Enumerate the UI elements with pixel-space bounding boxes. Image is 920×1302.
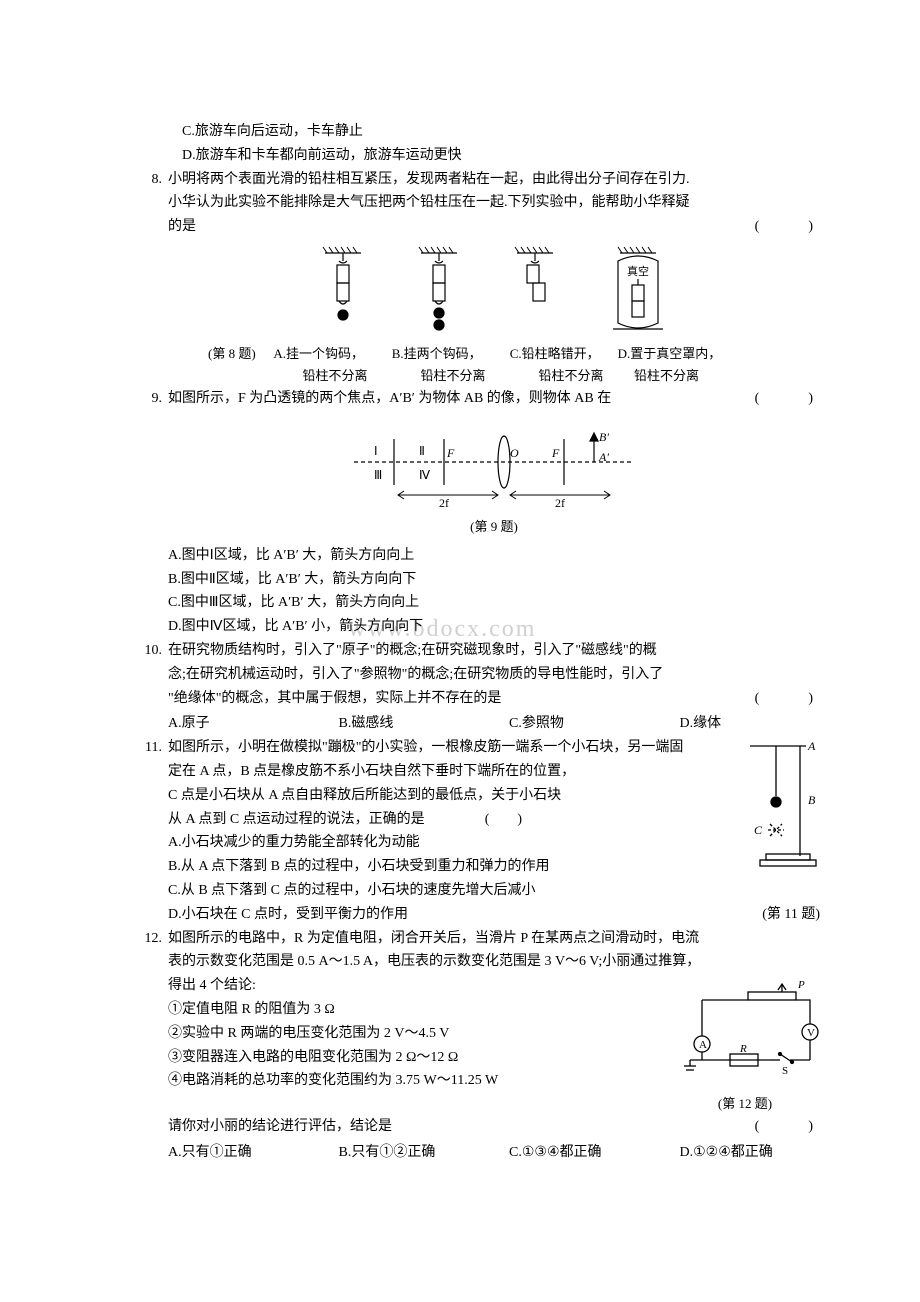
q12-figure: P V A R S (第 12 题)	[670, 974, 820, 1115]
q10-bracket: ( )	[755, 687, 820, 711]
q9-optC: C.图中Ⅲ区域，比 A′B′ 大，箭头方向向上	[168, 591, 820, 615]
q8-optD1: D.置于真空罩内，	[618, 343, 722, 365]
q8-optC1: C.铅柱略错开，	[500, 343, 610, 365]
q12-optD: D.①②④都正确	[680, 1141, 821, 1165]
svg-text:A: A	[699, 1039, 707, 1051]
q11-optD: D.小石块在 C 点时，受到平衡力的作用(第 11 题)	[168, 903, 820, 927]
q9-optA: A.图中Ⅰ区域，比 A′B′ 大，箭头方向向上	[168, 544, 820, 568]
q11-stem3: C 点是小石块从 A 点自由释放后所能达到的最低点，关于小石块	[168, 784, 820, 808]
svg-text:P: P	[797, 979, 805, 991]
q12-bracket: ( )	[755, 1115, 820, 1139]
q7-optC: C.旅游车向后运动，卡车静止	[140, 120, 820, 144]
q11-figlabel: (第 11 题)	[762, 903, 820, 927]
svg-text:F: F	[551, 446, 560, 460]
q10-num: 10.	[140, 639, 168, 663]
q8-optA2: 铅柱不分离	[280, 365, 390, 387]
q9-num: 9.	[140, 387, 168, 411]
q11: 11. A B	[140, 736, 820, 926]
q12: 12. 如图所示的电路中，R 为定值电阻，闭合开关后，当滑片 P 在某两点之间滑…	[140, 927, 820, 1165]
q12-optB: B.只有①②正确	[339, 1141, 480, 1165]
svg-text:真空: 真空	[627, 264, 649, 278]
q12-optC: C.①③④都正确	[509, 1141, 650, 1165]
q10-optD: D.缘体	[680, 712, 821, 736]
q8-caption-row2: 铅柱不分离 铅柱不分离 铅柱不分离 铅柱不分离	[168, 365, 820, 387]
q8-figures: 真空	[168, 245, 820, 337]
q10: 10. 在研究物质结构时，引入了"原子"的概念;在研究磁现象时，引入了"磁感线"…	[140, 639, 820, 736]
q10-stem2: 念;在研究机械运动时，引入了"参照物"的概念;在研究物质的导电性能时，引入了	[168, 663, 820, 687]
q10-optA: A.原子	[168, 712, 309, 736]
svg-text:R: R	[739, 1043, 747, 1055]
svg-text:O: O	[510, 446, 519, 460]
q10-stem1: 在研究物质结构时，引入了"原子"的概念;在研究磁现象时，引入了"磁感线"的概	[168, 639, 820, 663]
q9-bracket: ( )	[755, 387, 820, 411]
svg-text:Ⅲ: Ⅲ	[374, 468, 382, 482]
q8-stem2: 小华认为此实验不能排除是大气压把两个铅柱压在一起.下列实验中，能帮助小华释疑	[168, 191, 820, 215]
q8-figlabel: (第 8 题)	[208, 343, 256, 365]
q11-stem1: 如图所示，小明在做模拟"蹦极"的小实验，一根橡皮筋一端系一个小石块，另一端固	[168, 736, 820, 760]
svg-text:Ⅰ: Ⅰ	[374, 444, 378, 458]
q8-optD2: 铅柱不分离	[634, 365, 699, 387]
q12-stem4: 请你对小丽的结论进行评估，结论是( )	[168, 1115, 820, 1139]
q9: 9. 如图所示，F 为凸透镜的两个焦点，A′B′ 为物体 AB 的像，则物体 A…	[140, 387, 820, 639]
q8-optC2: 铅柱不分离	[516, 365, 626, 387]
q8-caption-row: (第 8 题) A.挂一个钩码， B.挂两个钩码， C.铅柱略错开， D.置于真…	[168, 343, 820, 365]
q8-optB2: 铅柱不分离	[398, 365, 508, 387]
svg-text:B′: B′	[599, 430, 609, 444]
svg-text:Ⅳ: Ⅳ	[419, 468, 430, 482]
q9-figlabel: (第 9 题)	[168, 516, 820, 538]
q11-optA: A.小石块减少的重力势能全部转化为动能	[168, 831, 820, 855]
q10-optC: C.参照物	[509, 712, 650, 736]
q8-figD: 真空	[603, 245, 673, 337]
svg-text:V: V	[807, 1027, 815, 1039]
q9-optB: B.图中Ⅱ区域，比 A′B′ 大，箭头方向向下	[168, 568, 820, 592]
q7-optD: D.旅游车和卡车都向前运动，旅游车运动更快	[140, 144, 820, 168]
q8-optB1: B.挂两个钩码，	[382, 343, 492, 365]
q11-optC: C.从 B 点下落到 C 点的过程中，小石块的速度先增大后减小	[168, 879, 820, 903]
q9-stem: 如图所示，F 为凸透镜的两个焦点，A′B′ 为物体 AB 的像，则物体 AB 在…	[168, 387, 820, 411]
q11-figure: A B C	[740, 736, 820, 885]
q10-optB: B.磁感线	[339, 712, 480, 736]
svg-text:B: B	[808, 793, 816, 807]
q11-num: 11.	[140, 736, 168, 760]
q11-optB: B.从 A 点下落到 B 点的过程中，小石块受到重力和弹力的作用	[168, 855, 820, 879]
q12-optA: A.只有①正确	[168, 1141, 309, 1165]
q8-stem3: 的是( )	[168, 215, 820, 239]
q8: 8. 小明将两个表面光滑的铅柱相互紧压，发现两者粘在一起，由此得出分子间存在引力…	[140, 168, 820, 388]
svg-text:A: A	[807, 739, 816, 753]
q12-stem1: 如图所示的电路中，R 为定值电阻，闭合开关后，当滑片 P 在某两点之间滑动时，电…	[168, 927, 820, 951]
svg-text:F: F	[446, 446, 455, 460]
q11-bracket: ( )	[485, 812, 522, 827]
q12-stem2: 表的示数变化范围是 0.5 A～1.5 A，电压表的示数变化范围是 3 V～6 …	[168, 950, 820, 974]
q9-diagram: Ⅰ Ⅱ Ⅲ Ⅳ F O F B′ A′	[334, 417, 654, 507]
q8-figC	[507, 245, 563, 331]
q11-stem2: 定在 A 点，B 点是橡皮筋不系小石块自然下垂时下端所在的位置，	[168, 760, 820, 784]
q12-num: 12.	[140, 927, 168, 951]
svg-text:2f: 2f	[439, 496, 449, 507]
q12-figlabel: (第 12 题)	[670, 1093, 820, 1115]
q8-optA1: A.挂一个钩码，	[264, 343, 374, 365]
q8-stem1: 小明将两个表面光滑的铅柱相互紧压，发现两者粘在一起，由此得出分子间存在引力.	[168, 168, 820, 192]
q9-optD: D.图中Ⅳ区域，比 A′B′ 小，箭头方向向下	[168, 619, 423, 634]
svg-text:C: C	[754, 823, 763, 837]
q8-bracket: ( )	[755, 215, 820, 239]
q8-num: 8.	[140, 168, 168, 192]
q11-stem4: 从 A 点到 C 点运动过程的说法，正确的是( )	[168, 808, 820, 832]
q8-figB	[411, 245, 467, 337]
q10-stem3: "绝缘体"的概念，其中属于假想，实际上并不存在的是( )	[168, 687, 820, 711]
svg-text:S: S	[782, 1065, 788, 1077]
q8-figA	[315, 245, 371, 331]
svg-text:A′: A′	[598, 450, 609, 464]
svg-text:Ⅱ: Ⅱ	[419, 444, 425, 458]
svg-text:2f: 2f	[555, 496, 565, 507]
